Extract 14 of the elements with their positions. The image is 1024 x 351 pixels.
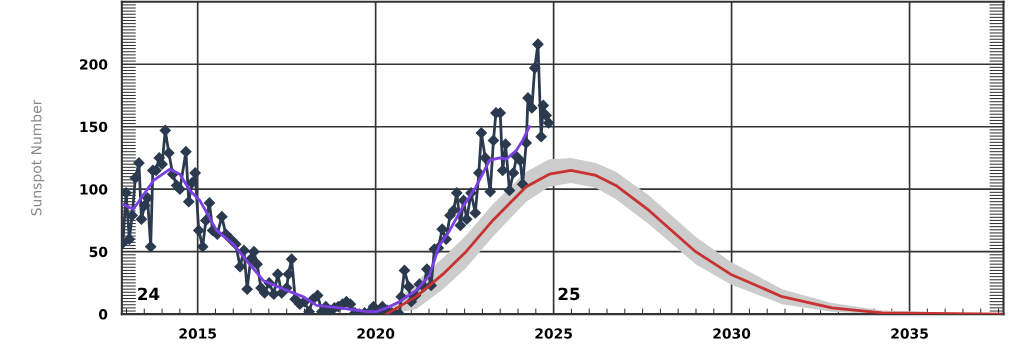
y-axis-title: Sunspot Number bbox=[30, 99, 45, 216]
y-tick-label: 50 bbox=[89, 246, 108, 258]
y-tick-label: 200 bbox=[80, 59, 108, 70]
x-tick-label: 2025 bbox=[535, 328, 572, 339]
y-tick-label: 100 bbox=[80, 184, 108, 195]
annotation: 24 bbox=[138, 287, 160, 300]
x-tick-label: 2030 bbox=[713, 328, 751, 339]
line-series bbox=[121, 125, 531, 314]
annotation: 25 bbox=[558, 287, 580, 301]
y-tick-label: 0 bbox=[98, 309, 108, 320]
x-tick-label: 2015 bbox=[179, 328, 217, 339]
x-tick-label: 2020 bbox=[357, 328, 395, 339]
x-tick-label: 2035 bbox=[891, 328, 928, 339]
y-tick-label: 150 bbox=[80, 121, 108, 133]
